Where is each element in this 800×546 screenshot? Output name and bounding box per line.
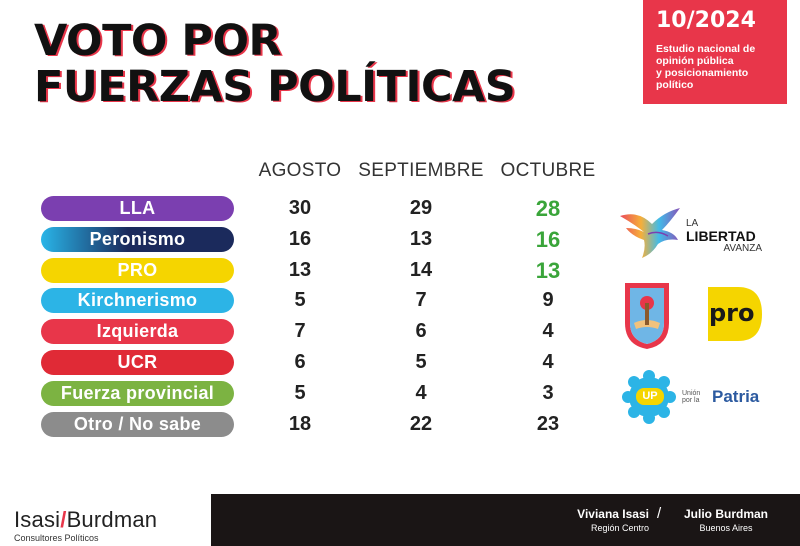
study-date: 10/2024 <box>656 8 756 33</box>
value-cell: 9 <box>542 289 554 311</box>
value-cell: 13 <box>288 259 312 281</box>
party-label: UCR <box>41 350 234 375</box>
desc-line-3: y posicionamiento <box>656 67 749 79</box>
value-cell: 5 <box>294 289 306 311</box>
brand-part-2: Burdman <box>66 507 158 532</box>
value-cell: 5 <box>294 382 306 404</box>
value-cell: 13 <box>409 228 433 250</box>
footer-bar: Viviana Isasi Región Centro / Julio Burd… <box>211 494 800 546</box>
brand-part-1: Isasi <box>14 507 61 532</box>
brand-slash: / <box>60 507 67 532</box>
value-cell: 4 <box>542 351 554 373</box>
study-description: Estudio nacional de opinión pública y po… <box>656 43 777 91</box>
column-header-agosto: AGOSTO <box>258 160 342 181</box>
value-cell: 6 <box>294 351 306 373</box>
lla-logo: LA LIBERTAD AVANZA <box>618 206 778 260</box>
value-cell: 28 <box>535 196 561 221</box>
value-cell: 16 <box>288 228 312 250</box>
person-2-region: Buenos Aires <box>699 523 753 533</box>
value-cell: 5 <box>415 351 427 373</box>
party-label: Izquierda <box>41 319 234 344</box>
value-cell: 7 <box>294 320 306 342</box>
ucr-logo <box>622 279 672 356</box>
value-cell: 30 <box>288 197 312 219</box>
footer-person-2: Julio Burdman Buenos Aires <box>666 507 786 534</box>
brand-subtitle: Consultores Políticos <box>14 533 99 543</box>
value-cell: 4 <box>415 382 427 404</box>
person-1-region: Región Centro <box>590 523 649 533</box>
lla-text: LA LIBERTAD AVANZA <box>686 218 762 254</box>
value-cell: 16 <box>535 227 561 252</box>
column-header-septiembre: SEPTIEMBRE <box>358 160 484 181</box>
column-header-octubre: OCTUBRE <box>500 160 596 181</box>
up-small-text: Unión por la <box>682 390 700 404</box>
lla-dove-icon <box>620 208 680 258</box>
pro-logo-icon <box>708 287 762 341</box>
footer-separator: / <box>657 505 662 522</box>
value-cell: 13 <box>535 258 561 283</box>
lla-text-1: LA <box>686 218 699 229</box>
lla-text-3: AVANZA <box>723 243 762 254</box>
party-label: Kirchnerismo <box>41 288 234 313</box>
up-badge: UP <box>636 388 664 405</box>
footer-person-1: Viviana Isasi Región Centro <box>559 507 649 534</box>
value-cell: 22 <box>409 413 433 435</box>
party-label: Otro / No sabe <box>41 412 234 437</box>
value-cell: 18 <box>288 413 312 435</box>
brand-logo: Isasi/Burdman Consultores Políticos <box>14 508 157 544</box>
party-label: Fuerza provincial <box>41 381 234 406</box>
value-cell: 7 <box>415 289 427 311</box>
desc-line-2: opinión pública <box>656 55 734 67</box>
value-cell: 14 <box>409 259 433 281</box>
desc-line-1: Estudio nacional de <box>656 43 756 55</box>
value-cell: 3 <box>542 382 554 404</box>
up-logo: UP Unión por la Patria <box>620 368 780 426</box>
up-word: Patria <box>712 387 760 406</box>
pro-logo-text: pro <box>709 299 755 327</box>
study-badge: 10/2024 Estudio nacional de opinión públ… <box>643 0 787 104</box>
brand-name: Isasi/Burdman <box>14 508 157 532</box>
person-2-name: Julio Burdman <box>683 507 768 521</box>
value-cell: 29 <box>409 197 433 219</box>
party-label: LLA <box>41 196 234 221</box>
ucr-shield-icon <box>625 283 669 349</box>
value-cell: 6 <box>415 320 427 342</box>
pro-logo: pro <box>704 283 766 350</box>
up-small-2: por la <box>682 397 700 404</box>
up-small-1: Unión <box>682 390 701 397</box>
party-label: Peronismo <box>41 227 234 252</box>
title-line-2: FUERZAS POLÍTICAS <box>34 62 516 112</box>
value-cell: 23 <box>536 413 560 435</box>
value-cell: 4 <box>542 320 554 342</box>
lla-text-2: LIBERTAD <box>686 228 756 244</box>
title-line-1: VOTO POR <box>34 16 282 66</box>
desc-line-4: político <box>656 79 694 91</box>
page-title: VOTO POR FUERZAS POLÍTICAS <box>34 16 516 112</box>
person-1-name: Viviana Isasi <box>577 507 649 521</box>
party-label: PRO <box>41 258 234 283</box>
